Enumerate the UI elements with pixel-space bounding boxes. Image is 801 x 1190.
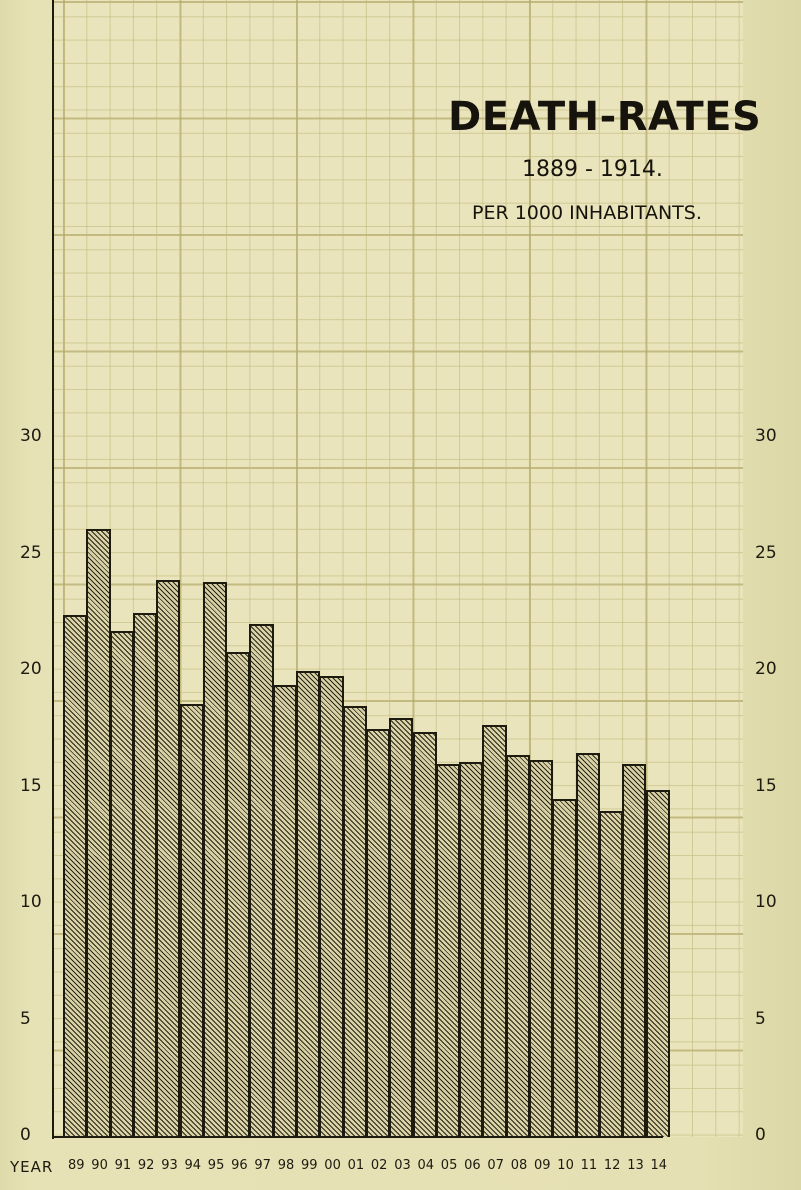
x-axis-title: YEAR: [10, 1158, 54, 1176]
x-tick-label: 98: [277, 1158, 295, 1173]
y-tick-label: 30: [755, 426, 777, 446]
x-tick-label: 01: [347, 1158, 365, 1173]
x-tick-label: 96: [231, 1158, 248, 1173]
y-tick-label: 10: [755, 892, 777, 912]
x-tick-label: 06: [464, 1158, 481, 1173]
y-tick-label: 5: [20, 1008, 31, 1029]
y-tick-label: 30: [20, 426, 42, 446]
x-tick-label: 00: [324, 1158, 341, 1173]
bar-04: [412, 731, 437, 1137]
x-tick-label: 97: [254, 1158, 271, 1173]
x-tick-label: 14: [650, 1158, 668, 1173]
x-tick-label: 09: [534, 1158, 551, 1173]
x-tick-label: 03: [394, 1158, 411, 1173]
y-tick-label: 15: [755, 775, 777, 796]
bar-94: [179, 703, 204, 1137]
bar-08: [505, 754, 530, 1137]
x-axis-line: [52, 1136, 663, 1138]
x-tick-label: 92: [137, 1158, 155, 1173]
bar-96: [226, 652, 251, 1137]
y-tick-label: 0: [755, 1125, 766, 1145]
bar-07: [482, 724, 507, 1137]
bar-06: [459, 761, 484, 1137]
y-tick-label: 25: [20, 542, 42, 563]
bar-93: [156, 580, 181, 1137]
bar-12: [598, 810, 624, 1137]
x-tick-label: 12: [603, 1158, 621, 1173]
x-tick-label: 11: [580, 1158, 598, 1173]
bar-09: [529, 759, 554, 1137]
x-tick-label: 93: [161, 1158, 178, 1173]
bar-97: [249, 624, 274, 1137]
bar-series: [63, 0, 671, 1137]
bar-10: [552, 799, 577, 1137]
chart-title: DEATH-RATES: [448, 94, 762, 140]
x-tick-label: 02: [370, 1158, 388, 1173]
bar-95: [202, 582, 228, 1137]
x-tick-label: 13: [627, 1158, 644, 1173]
bar-14: [645, 789, 670, 1137]
bar-03: [389, 717, 414, 1137]
x-tick-label: 07: [487, 1158, 504, 1173]
bar-00: [319, 675, 344, 1137]
y-tick-label: 25: [755, 542, 777, 563]
x-tick-label: 10: [557, 1158, 574, 1173]
chart-subtitle: 1889 - 1914.: [522, 157, 663, 182]
bar-90: [86, 528, 111, 1137]
y-tick-label: 10: [20, 892, 42, 912]
bar-02: [365, 729, 391, 1137]
x-tick-label: 95: [207, 1158, 225, 1173]
x-tick-label: 04: [417, 1158, 435, 1173]
y-axis-line: [52, 0, 54, 1139]
bar-13: [622, 764, 647, 1137]
bar-01: [342, 705, 367, 1137]
bar-92: [132, 612, 158, 1137]
x-tick-label: 89: [68, 1158, 85, 1173]
x-tick-label: 05: [440, 1158, 458, 1173]
bar-05: [435, 764, 461, 1137]
bar-89: [63, 615, 88, 1137]
bar-91: [109, 631, 134, 1137]
bar-98: [272, 684, 297, 1137]
y-tick-label: 5: [755, 1008, 766, 1029]
x-tick-label: 99: [301, 1158, 318, 1173]
x-tick-label: 91: [114, 1158, 132, 1173]
y-tick-label: 20: [755, 659, 777, 679]
x-tick-label: 90: [91, 1158, 108, 1173]
x-tick-label: 08: [510, 1158, 528, 1173]
unit-label: PER 1000 INHABITANTS.: [472, 202, 702, 224]
bar-99: [296, 671, 321, 1137]
y-tick-label: 15: [20, 775, 42, 796]
y-tick-label: 0: [20, 1125, 31, 1145]
bar-11: [575, 752, 600, 1137]
y-tick-label: 20: [20, 659, 42, 679]
x-tick-label: 94: [184, 1158, 202, 1173]
